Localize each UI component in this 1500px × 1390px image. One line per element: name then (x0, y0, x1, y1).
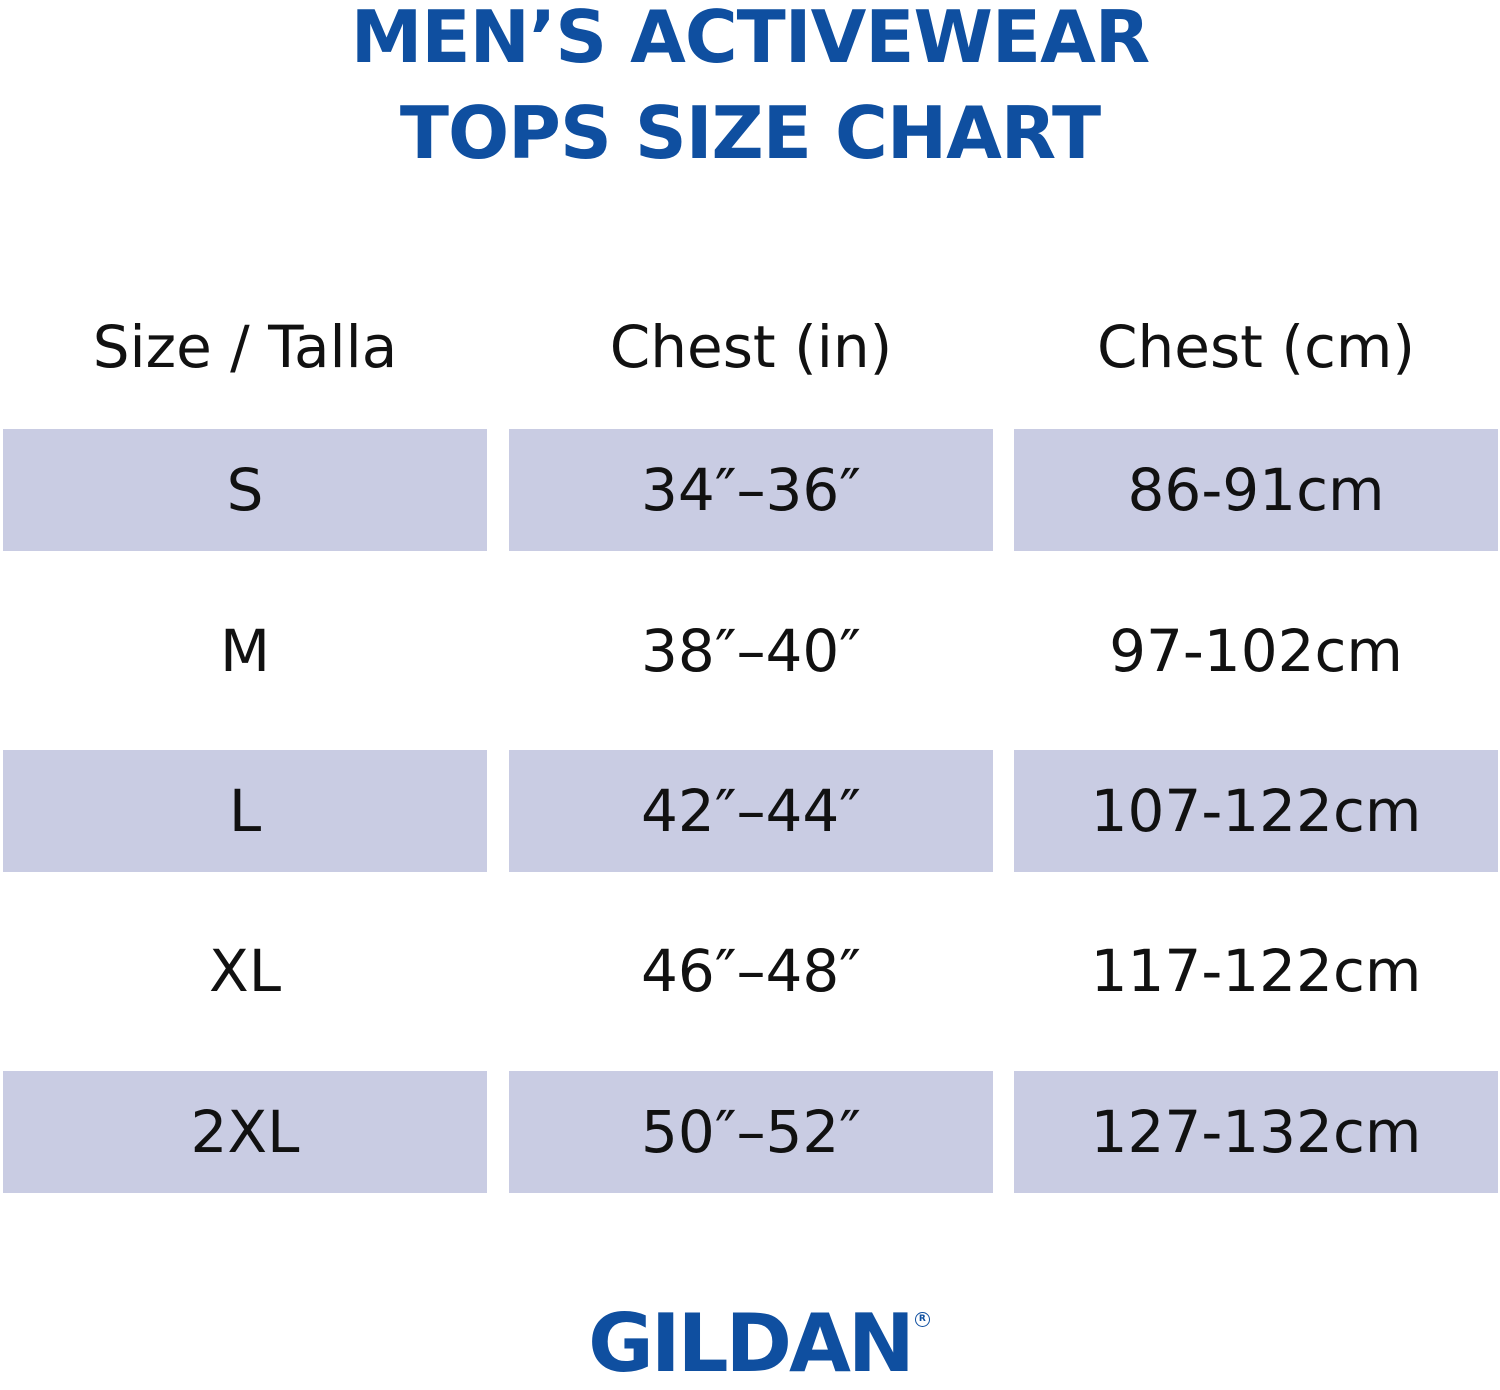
logo-text: GILDAN (588, 1297, 915, 1390)
chest-in-cell: 50″–52″ (509, 1071, 993, 1193)
chest-in-cell: 42″–44″ (509, 750, 993, 872)
size-cell: 2XL (3, 1071, 487, 1193)
title-line-1: MEN’S ACTIVEWEAR (350, 0, 1151, 79)
column-header-chest-cm: Chest (cm) (1097, 313, 1415, 381)
title-line-2: TOPS SIZE CHART (399, 91, 1101, 175)
chest-in-cell: 38″–40″ (641, 617, 861, 685)
column-header-size: Size / Talla (92, 313, 398, 381)
chest-cm-cell: 107-122cm (1014, 750, 1498, 872)
chest-cm-cell: 86-91cm (1014, 429, 1498, 551)
chest-cm-cell: 127-132cm (1014, 1071, 1498, 1193)
chest-in-cell: 46″–48″ (641, 937, 861, 1005)
size-cell: M (219, 617, 271, 685)
column-header-chest-in: Chest (in) (609, 313, 893, 381)
chest-cm-cell: 117-122cm (1090, 937, 1422, 1005)
size-cell: L (3, 750, 487, 872)
gildan-logo: GILDAN R (0, 1304, 1500, 1390)
size-cell: S (3, 429, 487, 551)
chest-cm-cell: 97-102cm (1109, 617, 1403, 685)
chest-in-cell: 34″–36″ (509, 429, 993, 551)
registered-trademark-icon: R (914, 1312, 930, 1327)
size-cell: XL (208, 937, 282, 1005)
